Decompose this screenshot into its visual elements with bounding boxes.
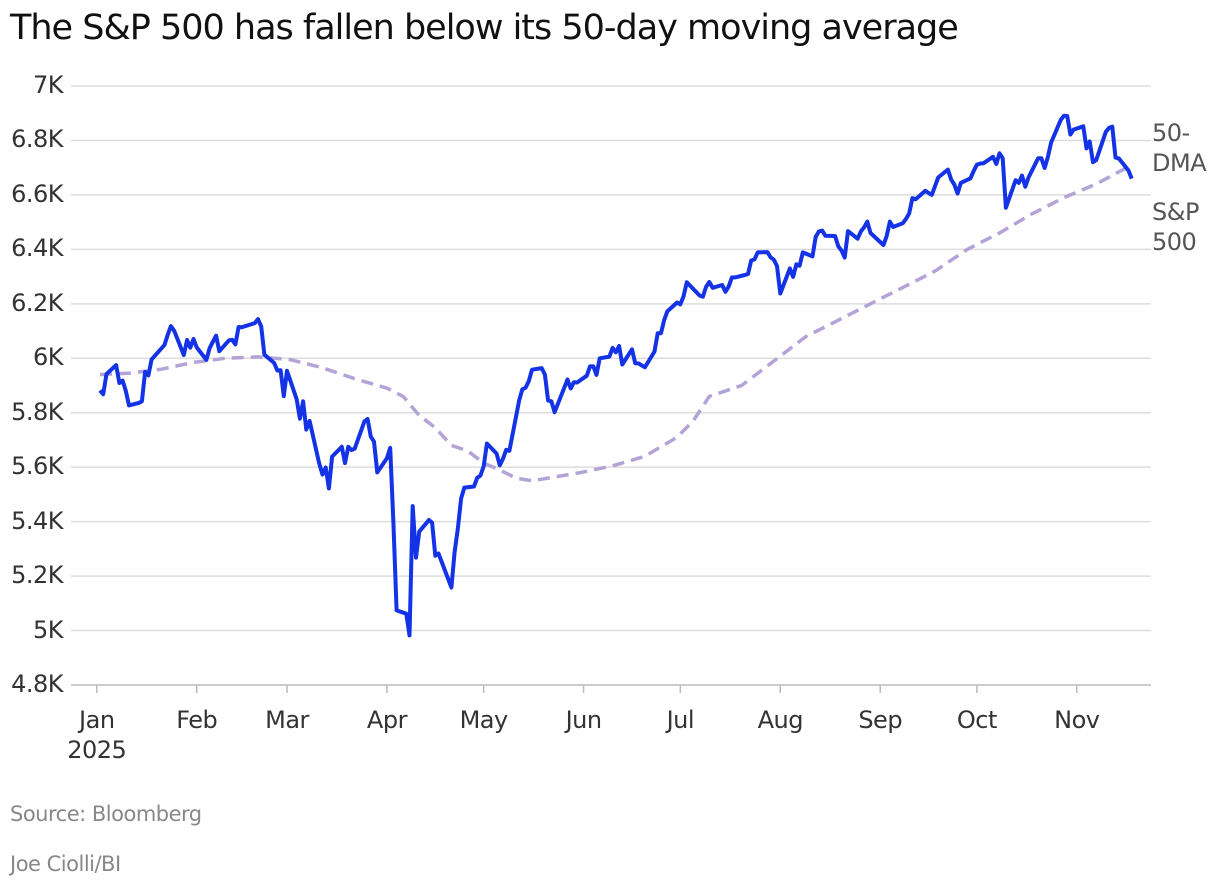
y-tick-label: 5.8K [11, 397, 63, 426]
y-tick-label: 5.2K [11, 561, 63, 590]
y-tick-label: 6.2K [11, 288, 63, 317]
legend-label: 50-DMA [1152, 119, 1207, 177]
y-tick-label: 5.4K [11, 506, 63, 535]
y-tick-label: 6.6K [11, 179, 63, 208]
y-tick-label: 5.6K [11, 452, 63, 481]
source: Source: Bloomberg [10, 802, 202, 826]
y-tick-label: 5K [32, 615, 64, 644]
x-tick-label: Jan 2025 [67, 706, 127, 764]
series-line [99, 163, 1133, 483]
x-tick-label: May [459, 706, 509, 734]
y-tick-label: 4.8K [11, 670, 63, 698]
y-tick-label: 6K [32, 343, 64, 372]
x-tick-label: Jun [565, 706, 603, 734]
y-tick-label: 6.4K [11, 234, 63, 263]
x-tick-label: Aug [757, 706, 804, 734]
x-tick-label: Mar [265, 706, 309, 734]
y-tick-label: 6.8K [11, 125, 63, 154]
y-tick-label: 7K [32, 71, 64, 99]
x-tick-label: Nov [1054, 706, 1100, 734]
x-tick-label: Oct [956, 706, 998, 734]
legend-label: S&P 500 [1152, 198, 1199, 256]
x-tick-label: Feb [176, 706, 218, 734]
x-tick-label: Jul [666, 706, 695, 734]
series-line [98, 113, 1134, 638]
chart-title: The S&P 500 has fallen below its 50-day … [10, 8, 959, 48]
x-tick-label: Apr [366, 706, 408, 734]
credit: Joe Ciolli/BI [10, 852, 121, 876]
x-tick-label: Sep [858, 706, 903, 734]
